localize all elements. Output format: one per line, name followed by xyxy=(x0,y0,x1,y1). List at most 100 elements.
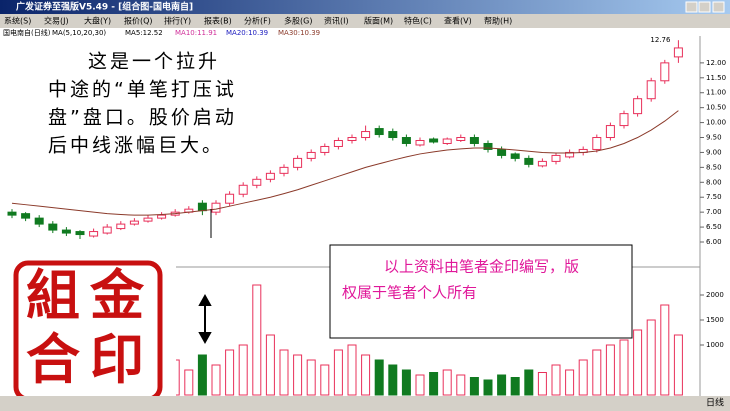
y-tick-label: 7.50 xyxy=(706,193,722,201)
candle-body xyxy=(347,137,357,141)
candle-body xyxy=(388,131,398,139)
volume-bar xyxy=(429,372,439,396)
volume-bar xyxy=(238,344,248,396)
volume-bar xyxy=(619,339,629,396)
candle-body xyxy=(34,217,44,225)
candle-body xyxy=(238,184,248,195)
candle-body xyxy=(7,211,17,216)
candle-body xyxy=(279,166,289,174)
candle-body xyxy=(265,172,275,180)
volume-bar xyxy=(347,344,357,396)
candle-body xyxy=(61,229,71,234)
minimize[interactable] xyxy=(685,1,698,13)
menu-item[interactable]: 大盘(Y) xyxy=(84,16,111,26)
annotation-line: 中途的“单笔打压试 xyxy=(48,79,237,101)
high-label: 12.76 xyxy=(650,36,671,44)
volume-bar xyxy=(524,369,534,396)
volume-bar xyxy=(456,374,466,396)
annotation-line: 这是一个拉升 xyxy=(88,51,220,73)
volume-bar xyxy=(279,349,289,396)
candle-body xyxy=(469,137,479,144)
candle-body xyxy=(211,202,221,213)
menu-item[interactable]: 交易(J) xyxy=(44,16,69,26)
candle-body xyxy=(197,202,207,212)
volume-bar xyxy=(442,369,452,396)
maximize[interactable] xyxy=(698,1,711,13)
candle-body xyxy=(510,153,520,159)
menu-item[interactable]: 排行(Y) xyxy=(164,16,191,26)
volume-bar xyxy=(333,349,343,396)
volume-bar xyxy=(415,374,425,396)
note-line: 权属于笔者个人所有 xyxy=(342,284,477,302)
candle-body xyxy=(48,223,58,231)
volume-bar xyxy=(265,334,275,396)
vol-tick-label: 2000 xyxy=(706,291,724,299)
volume-bar xyxy=(469,377,479,396)
candle-body xyxy=(129,220,139,225)
candle-body xyxy=(524,157,534,165)
candle-body xyxy=(646,80,656,100)
candle-body xyxy=(605,125,615,139)
candle-body xyxy=(429,138,439,143)
info-text: MA(5,10,20,30) xyxy=(52,29,106,37)
volume-bar xyxy=(660,304,670,396)
menu-item[interactable]: 报价(Q) xyxy=(124,16,153,26)
volume-bar xyxy=(551,364,561,396)
info-text: MA30:10.39 xyxy=(278,29,320,37)
candle-body xyxy=(673,47,683,58)
menu-item[interactable]: 查看(V) xyxy=(444,16,472,26)
menu-bar xyxy=(0,14,730,28)
volume-bar xyxy=(388,364,398,396)
y-tick-label: 10.50 xyxy=(706,104,726,112)
volume-bar xyxy=(633,329,643,396)
candle-body xyxy=(401,137,411,144)
candle-body xyxy=(456,137,466,141)
candle-body xyxy=(252,178,262,186)
status-bar xyxy=(0,396,730,411)
menu-item[interactable]: 系统(S) xyxy=(4,16,31,26)
y-tick-label: 11.00 xyxy=(706,89,726,97)
vol-tick-label: 1000 xyxy=(706,341,724,349)
volume-bar xyxy=(578,359,588,396)
note-line: 以上资料由笔者金印编写，版 xyxy=(384,258,579,276)
note-box xyxy=(329,244,633,339)
menu-item[interactable]: 分析(F) xyxy=(244,16,271,26)
candle-body xyxy=(619,113,629,127)
window-title: 广发证券至强版V5.49 - [组合图-国电南自] xyxy=(16,1,193,13)
vol-tick-label: 1500 xyxy=(706,316,724,324)
volume-bar xyxy=(197,354,207,396)
title-bar xyxy=(0,0,730,14)
candle-body xyxy=(374,128,384,136)
candle-body xyxy=(551,154,561,162)
y-tick-label: 7.00 xyxy=(706,208,722,216)
menu-item[interactable]: 报表(B) xyxy=(204,16,232,26)
menu-item[interactable]: 版面(M) xyxy=(364,16,393,26)
candle-body xyxy=(75,231,85,236)
candle-body xyxy=(483,142,493,150)
menu-item[interactable]: 帮助(H) xyxy=(484,16,512,26)
candle-body xyxy=(21,213,31,219)
menu-item[interactable]: 特色(C) xyxy=(404,16,432,26)
candle-body xyxy=(333,139,343,147)
info-text: MA20:10.39 xyxy=(226,29,268,37)
ma-line xyxy=(11,110,679,216)
arrow xyxy=(198,209,212,345)
volume-bar xyxy=(483,379,493,396)
close[interactable] xyxy=(712,1,725,13)
candle-body xyxy=(565,151,575,158)
stamp-char: 合 xyxy=(26,327,80,391)
stamp-char: 印 xyxy=(90,327,144,391)
candle-body xyxy=(660,62,670,82)
volume-bar xyxy=(497,374,507,396)
menu-item[interactable]: 资讯(I) xyxy=(324,16,349,26)
volume-bar xyxy=(646,319,656,396)
info-text: MA5:12.52 xyxy=(125,29,163,37)
volume-bar xyxy=(361,354,371,396)
status-text: 日线 xyxy=(706,397,724,409)
volume-bar xyxy=(510,377,520,396)
volume-bar xyxy=(252,284,262,396)
menu-item[interactable]: 多股(G) xyxy=(284,16,312,26)
candle-body xyxy=(116,223,126,230)
candle-body xyxy=(442,138,452,144)
volume-bar xyxy=(401,369,411,396)
